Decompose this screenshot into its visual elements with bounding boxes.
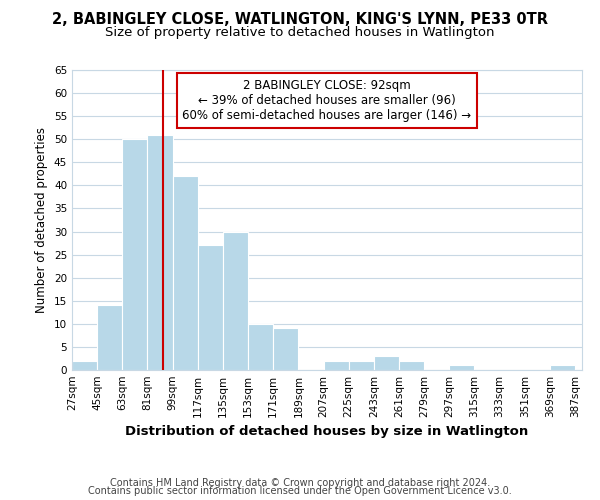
Bar [148, 134, 173, 370]
Bar [72, 361, 97, 370]
X-axis label: Distribution of detached houses by size in Watlington: Distribution of detached houses by size … [125, 426, 529, 438]
Bar [97, 306, 122, 370]
Bar [173, 176, 198, 370]
Bar [223, 232, 248, 370]
Text: Contains public sector information licensed under the Open Government Licence v3: Contains public sector information licen… [88, 486, 512, 496]
Bar [122, 139, 148, 370]
Text: Contains HM Land Registry data © Crown copyright and database right 2024.: Contains HM Land Registry data © Crown c… [110, 478, 490, 488]
Bar [248, 324, 273, 370]
Bar [374, 356, 399, 370]
Bar [323, 361, 349, 370]
Bar [273, 328, 298, 370]
Bar [349, 361, 374, 370]
Bar [198, 246, 223, 370]
Bar [399, 361, 424, 370]
Bar [449, 366, 475, 370]
Text: Size of property relative to detached houses in Watlington: Size of property relative to detached ho… [105, 26, 495, 39]
Text: 2 BABINGLEY CLOSE: 92sqm
← 39% of detached houses are smaller (96)
60% of semi-d: 2 BABINGLEY CLOSE: 92sqm ← 39% of detach… [182, 79, 472, 122]
Y-axis label: Number of detached properties: Number of detached properties [35, 127, 49, 313]
Text: 2, BABINGLEY CLOSE, WATLINGTON, KING'S LYNN, PE33 0TR: 2, BABINGLEY CLOSE, WATLINGTON, KING'S L… [52, 12, 548, 28]
Bar [550, 366, 575, 370]
